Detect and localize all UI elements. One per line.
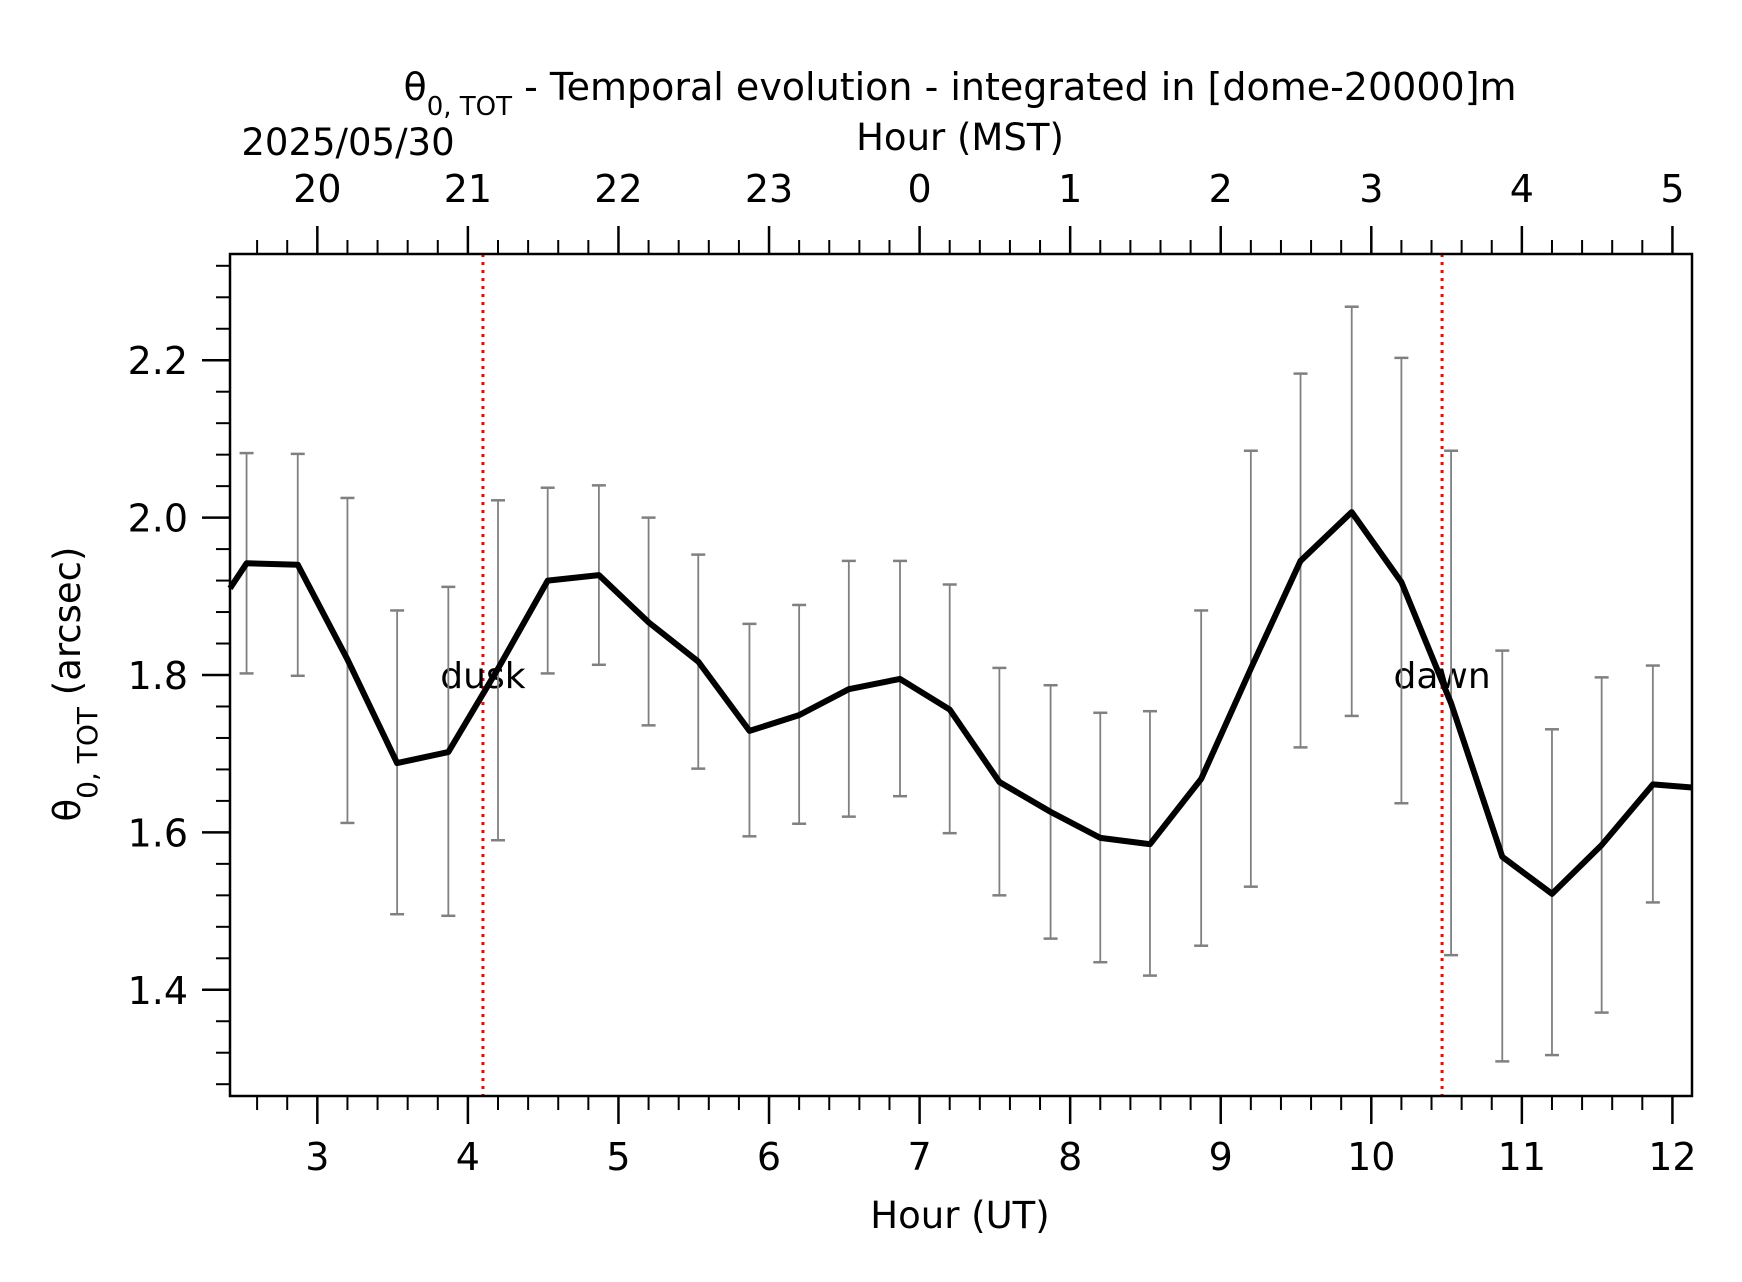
top-tick-label: 2 [1209,167,1233,211]
bottom-axis-label: Hour (UT) [870,1194,1049,1237]
x-tick-label: 9 [1209,1135,1233,1179]
top-tick-label: 1 [1058,167,1082,211]
chart-title: θ0, TOT - Temporal evolution - integrate… [403,65,1516,122]
x-tick-label: 8 [1058,1135,1082,1179]
x-tick-label: 3 [305,1135,329,1179]
y-tick-label: 1.6 [128,811,188,855]
top-tick-label: 22 [594,167,642,211]
top-tick-label: 0 [908,167,932,211]
y-tick-label: 2.2 [128,339,188,383]
date-label: 2025/05/30 [241,121,454,164]
top-tick-label: 23 [745,167,793,211]
x-tick-label: 6 [757,1135,781,1179]
x-tick-label: 12 [1648,1135,1696,1179]
x-tick-label: 10 [1347,1135,1395,1179]
y-tick-label: 1.8 [128,654,188,698]
top-tick-label: 20 [293,167,341,211]
y-axis-label: θ0, TOT (arcsec) [46,547,104,822]
y-tick-label: 2.0 [128,497,188,541]
top-tick-label: 4 [1510,167,1534,211]
chart-title-subscript: 0, TOT [427,92,512,122]
series-line [227,509,1693,897]
x-tick-label: 5 [606,1135,630,1179]
plot-area: dusk dawn [227,254,1693,1096]
y-tick-label: 1.4 [128,969,188,1013]
y-axis-label-subscript: 0, TOT [71,706,104,799]
top-tick-label: 5 [1660,167,1684,211]
x-tick-label: 11 [1498,1135,1546,1179]
x-tick-label: 7 [908,1135,932,1179]
top-axis-label: Hour (MST) [856,116,1064,159]
top-tick-label: 3 [1359,167,1383,211]
x-tick-label: 4 [456,1135,480,1179]
top-tick-label: 21 [444,167,492,211]
